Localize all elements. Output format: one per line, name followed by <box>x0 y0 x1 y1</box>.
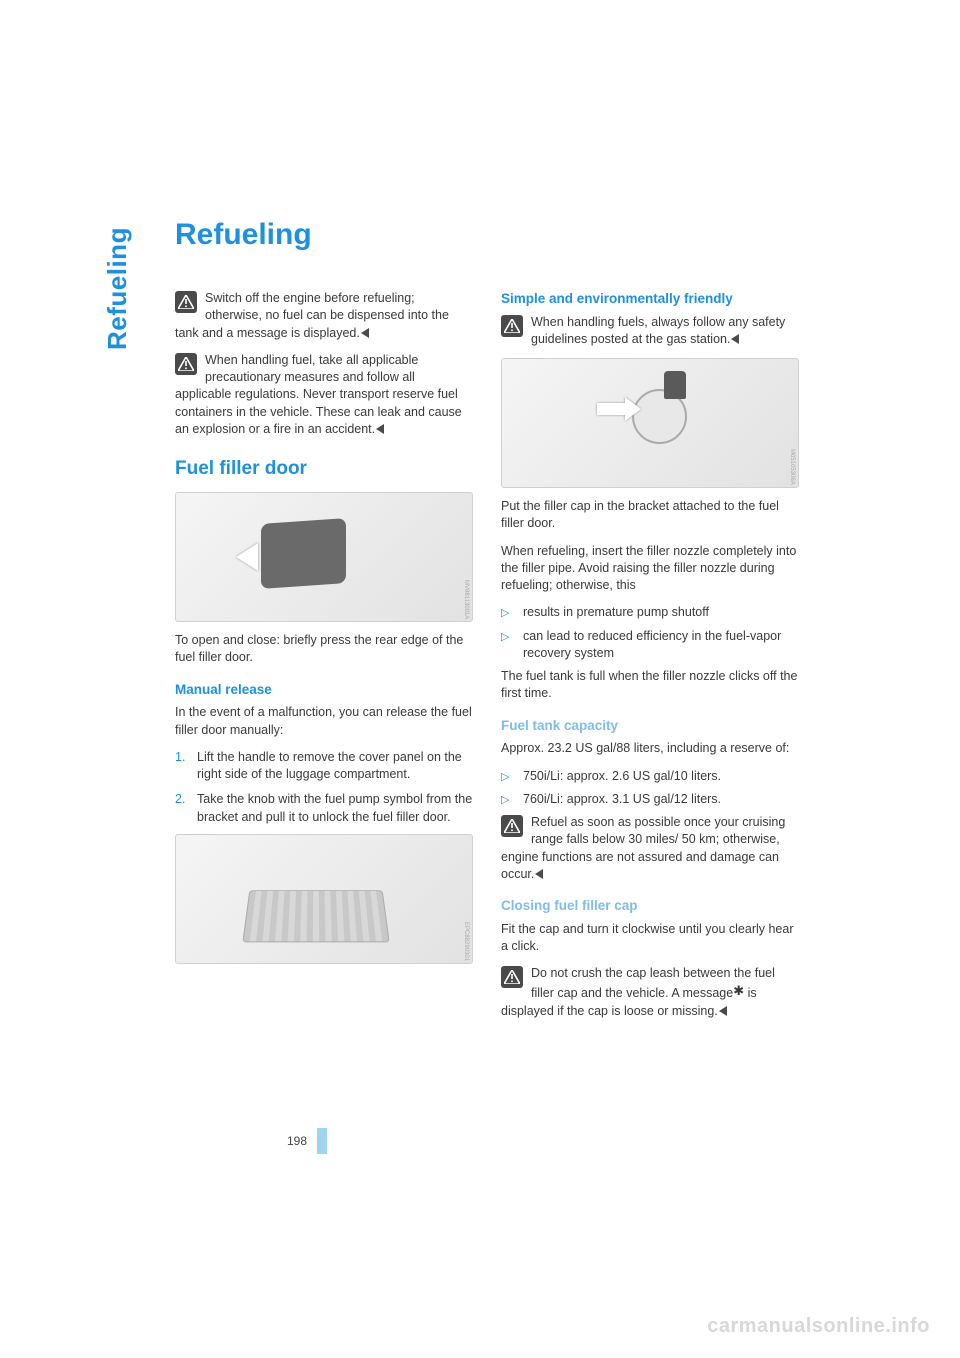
end-marker-icon <box>731 334 739 344</box>
warning-text: When handling fuels, always follow any s… <box>531 315 785 346</box>
page-title: Refueling <box>175 218 800 252</box>
heading-fuel-tank-capacity: Fuel tank capacity <box>501 717 799 736</box>
figure-fuel-door: MV88113001A <box>175 492 473 622</box>
page-number: 198 <box>287 1134 307 1148</box>
warning-icon <box>175 291 197 313</box>
watermark: carmanualsonline.info <box>707 1315 930 1338</box>
paragraph: Put the filler cap in the bracket attach… <box>501 498 799 533</box>
warning-block: Do not crush the cap leash between the f… <box>501 965 799 1020</box>
warning-icon <box>501 815 523 837</box>
warning-icon <box>501 315 523 337</box>
list-text: Lift the handle to remove the cover pane… <box>197 749 473 784</box>
heading-closing-cap: Closing fuel filler cap <box>501 897 799 916</box>
warning-icon <box>501 966 523 988</box>
paragraph: To open and close: briefly press the rea… <box>175 632 473 667</box>
warning-block: When handling fuel, take all applicable … <box>175 352 473 438</box>
heading-fuel-filler-door: Fuel filler door <box>175 456 473 482</box>
page-marker-bar <box>317 1128 327 1154</box>
ordered-list-item: 1. Lift the handle to remove the cover p… <box>175 749 473 784</box>
bullet-list-item: ▷ results in premature pump shutoff <box>501 604 799 621</box>
paragraph: Approx. 23.2 US gal/88 liters, including… <box>501 740 799 757</box>
warning-block: When handling fuels, always follow any s… <box>501 314 799 349</box>
end-marker-icon <box>361 328 369 338</box>
bullet-icon: ▷ <box>501 628 523 663</box>
heading-simple-friendly: Simple and environmentally friendly <box>501 290 799 309</box>
two-column-layout: Switch off the engine before refueling; … <box>175 290 800 1030</box>
bullet-list-item: ▷ 750i/Li: approx. 2.6 US gal/10 liters. <box>501 768 799 785</box>
paragraph: In the event of a malfunction, you can r… <box>175 704 473 739</box>
warning-text: Refuel as soon as possible once your cru… <box>501 815 785 881</box>
warning-text: When handling fuel, take all applicable … <box>175 353 462 436</box>
list-number: 1. <box>175 749 197 784</box>
warning-icon <box>175 353 197 375</box>
figure-filler-cap-bracket: M05105306A <box>501 358 799 488</box>
footnote-star-icon: ✱ <box>733 983 744 998</box>
list-number: 2. <box>175 791 197 826</box>
warning-block: Refuel as soon as possible once your cru… <box>501 814 799 883</box>
bullet-icon: ▷ <box>501 791 523 808</box>
bullet-icon: ▷ <box>501 604 523 621</box>
end-marker-icon <box>376 424 384 434</box>
list-text: 760i/Li: approx. 3.1 US gal/12 liters. <box>523 791 721 808</box>
end-marker-icon <box>719 1006 727 1016</box>
end-marker-icon <box>535 869 543 879</box>
bullet-list-item: ▷ can lead to reduced efficiency in the … <box>501 628 799 663</box>
warning-block: Switch off the engine before refueling; … <box>175 290 473 342</box>
page-number-block: 198 <box>287 1128 327 1154</box>
paragraph: Fit the cap and turn it clockwise until … <box>501 921 799 956</box>
list-text: 750i/Li: approx. 2.6 US gal/10 liters. <box>523 768 721 785</box>
ordered-list-item: 2. Take the knob with the fuel pump symb… <box>175 791 473 826</box>
page-content: Refueling Switch off the engine before r… <box>175 218 800 1030</box>
bullet-icon: ▷ <box>501 768 523 785</box>
list-text: Take the knob with the fuel pump symbol … <box>197 791 473 826</box>
heading-manual-release: Manual release <box>175 681 473 700</box>
bullet-list-item: ▷ 760i/Li: approx. 3.1 US gal/12 liters. <box>501 791 799 808</box>
warning-text: Switch off the engine before refueling; … <box>175 291 449 340</box>
figure-manual-release: EPC88290301 <box>175 834 473 964</box>
section-sidebar-label: Refueling <box>102 227 133 350</box>
list-text: can lead to reduced efficiency in the fu… <box>523 628 799 663</box>
paragraph: The fuel tank is full when the filler no… <box>501 668 799 703</box>
paragraph: When refueling, insert the filler nozzle… <box>501 543 799 595</box>
list-text: results in premature pump shutoff <box>523 604 709 621</box>
right-column: Simple and environmentally friendly When… <box>501 290 799 1030</box>
left-column: Switch off the engine before refueling; … <box>175 290 473 1030</box>
